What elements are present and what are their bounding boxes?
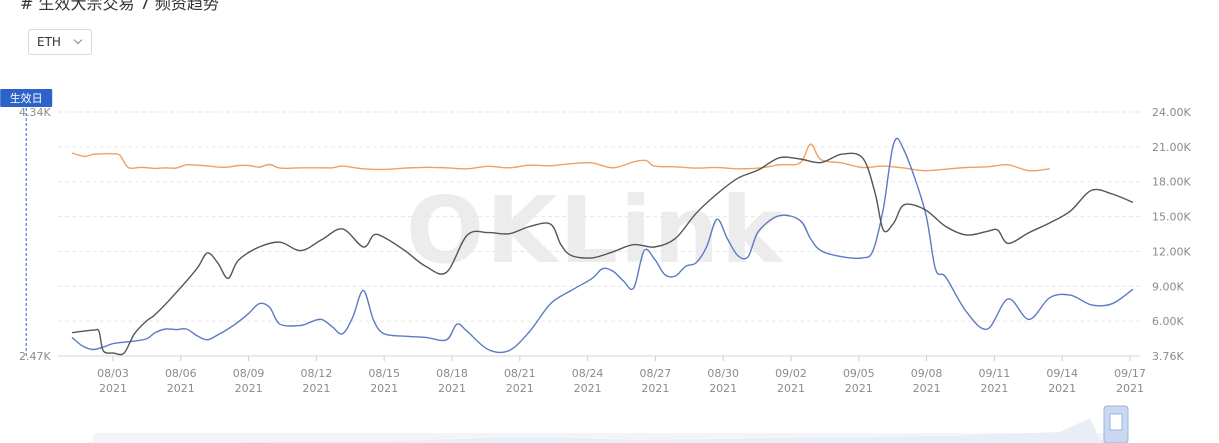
right-tick-label: 12.00K (1152, 245, 1191, 258)
x-tick-date: 09/08 (911, 367, 943, 380)
x-tick-date: 08/21 (504, 367, 536, 380)
page-title: # 生效大宗交易 7 频资趋势 (20, 0, 219, 13)
right-tick-label: 24.00K (1152, 106, 1191, 119)
x-tick-date: 08/12 (301, 367, 333, 380)
right-tick-label: 21.00K (1152, 141, 1191, 154)
series-line-price (71, 143, 1050, 172)
x-tick-date: 08/09 (233, 367, 265, 380)
x-tick-year: 2021 (302, 382, 330, 395)
x-tick-date: 09/17 (1114, 367, 1146, 380)
right-tick-label: 6.00K (1152, 315, 1184, 328)
token-select-value: ETH (37, 35, 61, 49)
watermark: OKLink (406, 177, 784, 284)
x-tick-year: 2021 (1048, 382, 1076, 395)
x-tick-date: 08/30 (707, 367, 739, 380)
marker-label: 生效日 (10, 91, 43, 105)
series-line-value (71, 152, 1134, 356)
x-tick-date: 09/11 (979, 367, 1011, 380)
x-tick-year: 2021 (1116, 382, 1144, 395)
x-tick-year: 2021 (641, 382, 669, 395)
navigator-handle-grip (1109, 413, 1123, 431)
x-tick-date: 08/15 (368, 367, 400, 380)
x-tick-date: 08/27 (640, 367, 672, 380)
x-tick-year: 2021 (913, 382, 941, 395)
right-axis: 24.00K 21.00K 18.00K 15.00K 12.00K 9.00K 6.00K… (1152, 106, 1191, 363)
x-tick-year: 2021 (845, 382, 873, 395)
x-tick-date: 08/03 (97, 367, 129, 380)
navigator-track[interactable] (93, 433, 1128, 443)
navigator-overview (93, 418, 1128, 443)
right-tick-label: 18.00K (1152, 176, 1191, 189)
x-tick-year: 2021 (777, 382, 805, 395)
left-tick-label: 2.47K (19, 350, 51, 363)
x-tick-year: 2021 (574, 382, 602, 395)
right-tick-label: 9.00K (1152, 280, 1184, 293)
left-axis: 4.34K 2.47K (19, 106, 51, 363)
x-tick-date: 08/24 (572, 367, 604, 380)
x-axis: 08/03 2021 08/06 2021 08/09 2021 08/12 2021 08/1… (58, 355, 1146, 395)
x-tick-year: 2021 (506, 382, 534, 395)
x-tick-year: 2021 (370, 382, 398, 395)
token-select-dropdown[interactable]: ETH (28, 29, 92, 55)
x-tick-date: 09/14 (1046, 367, 1078, 380)
right-tick-label: 15.00K (1152, 211, 1191, 224)
series-line-volume (71, 137, 1134, 354)
x-tick-date: 08/18 (436, 367, 468, 380)
x-tick-year: 2021 (99, 382, 127, 395)
x-tick-year: 2021 (235, 382, 263, 395)
x-tick-year: 2021 (438, 382, 466, 395)
right-tick-label: 3.76K (1152, 350, 1184, 363)
x-tick-year: 2021 (167, 382, 195, 395)
x-tick-year: 2021 (709, 382, 737, 395)
left-tick-label: 4.34K (19, 106, 51, 119)
marker-tag[interactable] (0, 89, 53, 107)
effective-date-marker[interactable]: 生效日 (0, 89, 53, 356)
range-navigator[interactable] (93, 405, 1129, 443)
x-tick-year: 2021 (980, 382, 1008, 395)
series-layer (71, 137, 1134, 356)
x-tick-date: 09/02 (775, 367, 807, 380)
x-tick-date: 08/06 (165, 367, 197, 380)
x-tick-date: 09/05 (843, 367, 875, 380)
